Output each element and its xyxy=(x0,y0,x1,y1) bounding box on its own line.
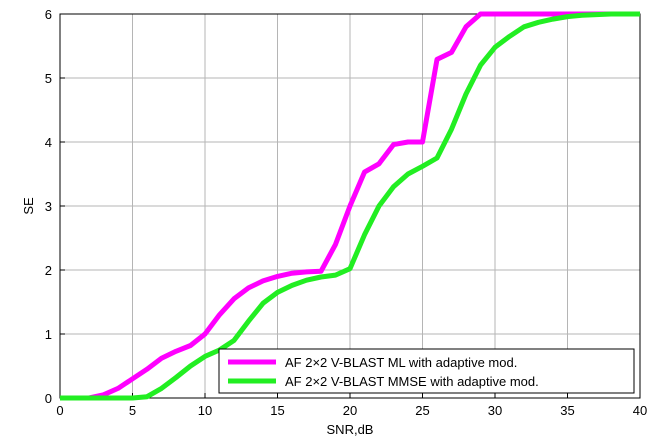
y-tick-label: 3 xyxy=(45,199,52,214)
y-tick-label: 4 xyxy=(45,135,52,150)
x-tick-label: 15 xyxy=(270,403,284,418)
y-tick-label: 2 xyxy=(45,263,52,278)
x-axis-label: SNR,dB xyxy=(327,422,374,437)
legend-label-mmse: AF 2×2 V-BLAST MMSE with adaptive mod. xyxy=(285,374,539,389)
series-line-ml xyxy=(60,11,640,401)
x-tick-label: 5 xyxy=(129,403,136,418)
axis-ticks: 0 5 10 15 20 25 30 35 40 0 1 2 3 4 5 6 xyxy=(45,7,647,418)
y-tick-label: 1 xyxy=(45,327,52,342)
x-tick-label: 25 xyxy=(415,403,429,418)
x-tick-label: 10 xyxy=(198,403,212,418)
x-tick-label: 35 xyxy=(560,403,574,418)
y-tick-label: 6 xyxy=(45,7,52,22)
legend-box xyxy=(218,348,635,394)
x-tick-label: 40 xyxy=(633,403,647,418)
y-axis-label: SE xyxy=(21,197,36,215)
x-tick-label: 30 xyxy=(488,403,502,418)
legend: AF 2×2 V-BLAST ML with adaptive mod. AF … xyxy=(218,348,635,394)
x-tick-label: 0 xyxy=(56,403,63,418)
series-line-mmse xyxy=(60,11,640,401)
y-tick-label: 0 xyxy=(45,391,52,406)
legend-label-ml: AF 2×2 V-BLAST ML with adaptive mod. xyxy=(285,355,517,370)
series-layer xyxy=(60,11,640,401)
y-tick-label: 5 xyxy=(45,71,52,86)
x-tick-label: 20 xyxy=(343,403,357,418)
